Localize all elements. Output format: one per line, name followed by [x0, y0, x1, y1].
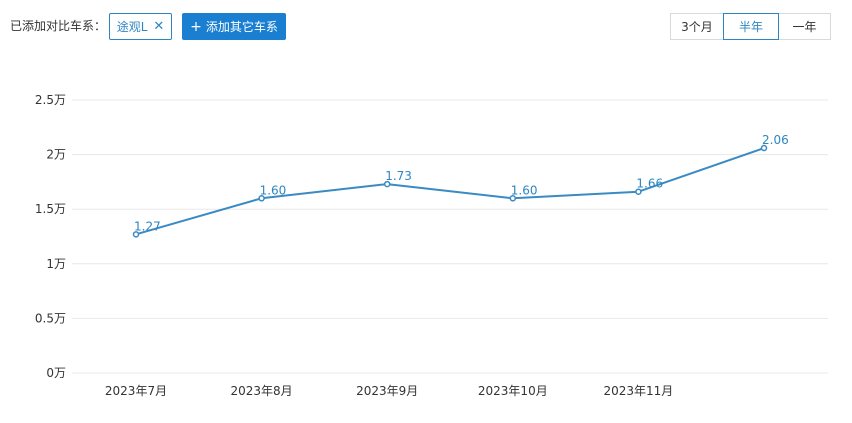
x-tick-label: 2023年7月: [105, 384, 167, 398]
data-point[interactable]: [383, 180, 391, 188]
data-point[interactable]: [258, 195, 265, 202]
x-tick-label: 2023年11月: [603, 384, 673, 398]
close-icon[interactable]: ✕: [153, 19, 165, 34]
data-point[interactable]: [509, 195, 517, 202]
toolbar: 已添加对比车系： 途观L ✕ + 添加其它车系 3个月 半年 一年: [0, 0, 852, 52]
series-line: [135, 147, 765, 236]
data-point[interactable]: [635, 188, 642, 195]
y-tick-label: 2万: [46, 148, 66, 162]
data-label: 1.66: [636, 177, 663, 191]
grid-layer: [72, 99, 828, 374]
y-axis-ticks: 0万 0.5万 1万 1.5万 2万 2.5万: [35, 93, 66, 380]
time-range-group: 3个月 半年 一年: [670, 13, 831, 40]
y-tick-label: 0.5万: [35, 311, 66, 325]
data-label: 1.60: [260, 183, 287, 197]
data-point[interactable]: [132, 231, 140, 238]
sales-line-chart: 0万 0.5万 1万 1.5万 2万 2.5万 2023年7月 2023年8月 2023年9月…: [0, 60, 852, 415]
chart-svg: 0万 0.5万 1万 1.5万 2万 2.5万 2023年7月 2023年8月 2023年9月…: [35, 93, 828, 398]
plus-icon: +: [190, 18, 202, 35]
x-tick-label: 2023年9月: [356, 384, 418, 398]
add-series-button[interactable]: + 添加其它车系: [182, 13, 286, 40]
add-series-label: 添加其它车系: [205, 20, 278, 34]
series-points-layer: [132, 144, 768, 238]
range-half-year-button[interactable]: 半年: [723, 13, 779, 40]
data-label: 2.06: [762, 133, 789, 147]
data-label: 1.27: [134, 219, 161, 233]
series-tag-label: 途观L: [116, 20, 148, 34]
series-tag-tiguan-l[interactable]: 途观L ✕: [109, 13, 172, 40]
range-one-year-button[interactable]: 一年: [778, 13, 831, 40]
range-3-months-button[interactable]: 3个月: [670, 13, 724, 40]
data-label: 1.73: [385, 169, 412, 183]
x-axis-ticks: 2023年7月 2023年8月 2023年9月 2023年10月 2023年11月: [105, 384, 673, 398]
compare-label: 已添加对比车系：: [10, 19, 107, 33]
x-tick-label: 2023年8月: [231, 384, 293, 398]
y-tick-label: 1.5万: [35, 202, 66, 216]
series-line-layer: [135, 147, 765, 236]
y-tick-label: 1万: [46, 257, 66, 271]
y-tick-label: 0万: [46, 366, 66, 380]
data-labels-layer: 1.27 1.60 1.73 1.60 1.66 2.06: [134, 133, 789, 233]
x-tick-label: 2023年10月: [478, 384, 548, 398]
data-point[interactable]: [760, 144, 768, 152]
y-tick-label: 2.5万: [35, 93, 66, 107]
data-label: 1.60: [511, 183, 538, 197]
